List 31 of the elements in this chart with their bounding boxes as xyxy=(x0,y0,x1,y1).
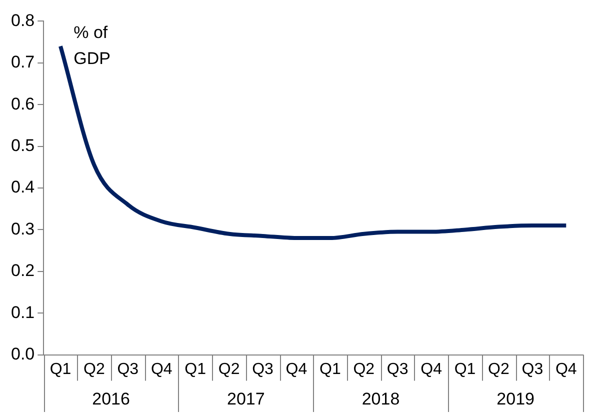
x-tick-label: Q4 xyxy=(286,360,308,378)
x-tick-label: Q1 xyxy=(184,360,206,378)
line-series xyxy=(58,44,568,240)
y-axis-title: % of GDP xyxy=(74,22,110,68)
x-tick-label: Q3 xyxy=(117,360,139,378)
x-tick-label: Q4 xyxy=(420,360,442,378)
y-tick-label: 0.1 xyxy=(10,302,35,322)
y-tick-label: 0.8 xyxy=(10,10,35,30)
text: 2017 xyxy=(226,390,265,409)
x-tick-label: Q1 xyxy=(454,360,476,378)
x-tick-label: Q3 xyxy=(522,360,544,378)
y-tick-label: 0.5 xyxy=(10,136,35,155)
x-tick-label: Q2 xyxy=(353,360,375,378)
x-tick-label: Q1 xyxy=(320,360,341,378)
x-tick-label: Q2 xyxy=(84,360,105,378)
x-tick-label: Q4 xyxy=(150,360,172,378)
y-tick-label: 0.2 xyxy=(10,261,35,280)
x-tick-label: Q2 xyxy=(218,360,240,378)
text: 2016 xyxy=(92,390,130,409)
text: 2019 xyxy=(496,390,534,409)
x-tick-label: Q4 xyxy=(555,360,577,378)
y-tick-label: 0.4 xyxy=(10,178,35,197)
y-tick-label: 0.7 xyxy=(10,52,35,72)
text: 2018 xyxy=(362,390,400,409)
x-tick-label: Q1 xyxy=(50,360,72,378)
x-tick-label: Q3 xyxy=(252,360,274,378)
x-tick-label: Q2 xyxy=(488,360,510,378)
y-tick-label: 0.3 xyxy=(10,219,35,238)
x-tick-label: Q3 xyxy=(386,360,408,378)
y-tick-label: 0.6 xyxy=(10,94,35,114)
y-tick-label: 0.0 xyxy=(10,344,35,364)
